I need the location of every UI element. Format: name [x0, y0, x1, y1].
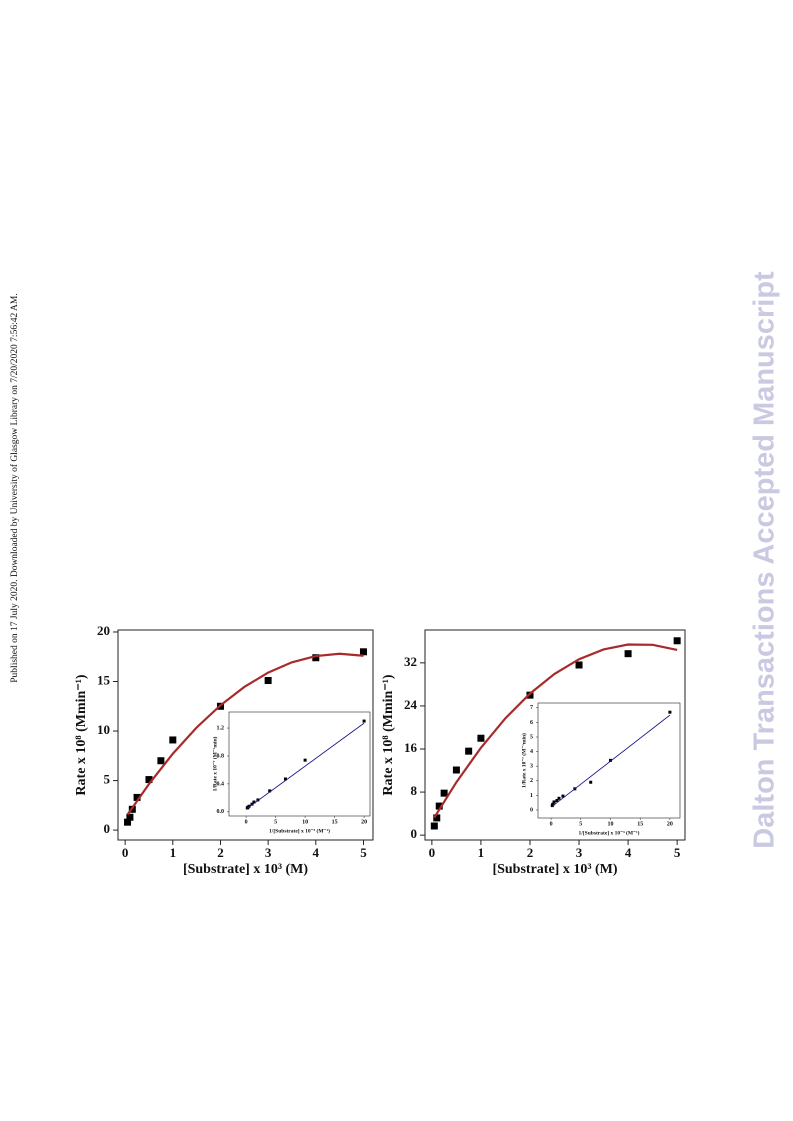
data-point [303, 758, 307, 762]
data-point [362, 719, 366, 723]
x-tick-label: 20 [361, 820, 367, 826]
x-tick-label: 4 [313, 845, 320, 860]
data-point [608, 758, 612, 762]
x-tick-label: 20 [667, 822, 673, 828]
y-tick-label: 3 [530, 764, 533, 770]
data-point [435, 802, 443, 810]
x-tick-label: 0 [122, 845, 129, 860]
y-tick-label: 8 [411, 783, 418, 798]
data-point [552, 800, 556, 804]
y-tick-label: 6 [530, 720, 533, 726]
x-axis-label: [Substrate] x 10³ (M) [183, 862, 308, 877]
fit-line [551, 714, 671, 807]
x-tick-label: 0 [429, 845, 436, 860]
data-point [433, 814, 441, 822]
y-tick-label: 15 [97, 672, 111, 687]
data-point [555, 798, 559, 802]
y-tick-label: 7 [530, 705, 533, 711]
data-point [452, 766, 460, 774]
y-tick-label: 0 [530, 807, 533, 813]
y-tick-label: 10 [97, 722, 110, 737]
y-axis-label: Rate x 10⁸ (Mmin⁻¹) [74, 674, 89, 795]
data-point [250, 802, 254, 806]
data-point [465, 747, 473, 755]
data-point [256, 798, 260, 802]
x-tick-label: 10 [302, 820, 308, 826]
data-point [145, 776, 153, 784]
data-point [169, 736, 177, 744]
data-point [157, 757, 165, 765]
x-tick-label: 2 [527, 845, 534, 860]
y-tick-label: 1.2 [217, 725, 225, 731]
data-point [264, 677, 272, 685]
watermark: Dalton Transactions Accepted Manuscript [749, 271, 781, 849]
y-axis-label: Rate x 10⁸ (Mmin⁻¹) [381, 674, 396, 795]
y-tick-label: 0.8 [217, 753, 225, 759]
x-tick-label: 5 [674, 845, 681, 860]
fit-line [433, 643, 678, 819]
y-axis-label: 1/Rate x 10⁻⁷ (M⁻¹min) [211, 736, 218, 791]
x-tick-label: 1 [170, 845, 177, 860]
x-tick-label: 5 [274, 820, 277, 826]
x-tick-label: 3 [576, 845, 583, 860]
data-point [126, 813, 134, 821]
data-point [673, 637, 681, 645]
side-note: Published on 17 July 2020. Downloaded by… [9, 293, 20, 682]
y-tick-label: 0.4 [217, 781, 225, 787]
x-tick-label: 0 [550, 822, 553, 828]
data-point [124, 818, 132, 826]
y-tick-label: 0 [104, 821, 111, 836]
data-point [668, 710, 672, 714]
fit-line [247, 722, 365, 809]
y-tick-label: 5 [104, 772, 111, 787]
data-point [283, 777, 287, 781]
y-tick-label: 0 [411, 826, 418, 841]
x-tick-label: 4 [625, 845, 632, 860]
x-tick-label: 2 [217, 845, 224, 860]
x-axis-label: 1/[Substrate] x 10⁻³ (M⁻¹) [579, 829, 640, 836]
x-tick-label: 0 [245, 820, 248, 826]
data-point [557, 796, 561, 800]
data-point [440, 789, 448, 797]
x-tick-label: 15 [332, 820, 338, 826]
y-tick-label: 24 [404, 697, 418, 712]
y-tick-label: 5 [530, 734, 533, 740]
x-tick-label: 1 [478, 845, 485, 860]
x-tick-label: 5 [579, 822, 582, 828]
data-point [252, 800, 256, 804]
y-axis-label: 1/Rate x 10⁻⁷ (M⁻¹min) [520, 733, 527, 788]
data-point [624, 650, 632, 658]
y-tick-label: 32 [404, 654, 417, 669]
data-point [359, 648, 367, 656]
data-point [247, 804, 251, 808]
plot-frame [228, 711, 371, 817]
data-point [551, 802, 555, 806]
fit-line [126, 652, 364, 816]
y-tick-label: 0.0 [217, 809, 225, 815]
y-tick-label: 4 [530, 749, 533, 755]
x-axis-label: [Substrate] x 10³ (M) [492, 862, 617, 877]
x-axis-label: 1/[Substrate] x 10⁻³ (M⁻¹) [269, 827, 330, 834]
y-tick-label: 1 [530, 793, 533, 799]
y-tick-label: 20 [97, 623, 110, 638]
data-point [477, 734, 485, 742]
x-tick-label: 15 [637, 822, 643, 828]
x-tick-label: 10 [607, 822, 613, 828]
data-point [561, 794, 565, 798]
y-tick-label: 16 [404, 740, 418, 755]
data-point [133, 793, 141, 801]
data-point [526, 691, 534, 699]
data-point [268, 789, 272, 793]
y-tick-label: 2 [530, 778, 533, 784]
x-tick-label: 3 [265, 845, 272, 860]
data-point [589, 780, 593, 784]
data-point [312, 654, 320, 662]
data-point [575, 661, 583, 669]
x-tick-label: 5 [360, 845, 367, 860]
data-point [430, 822, 438, 830]
